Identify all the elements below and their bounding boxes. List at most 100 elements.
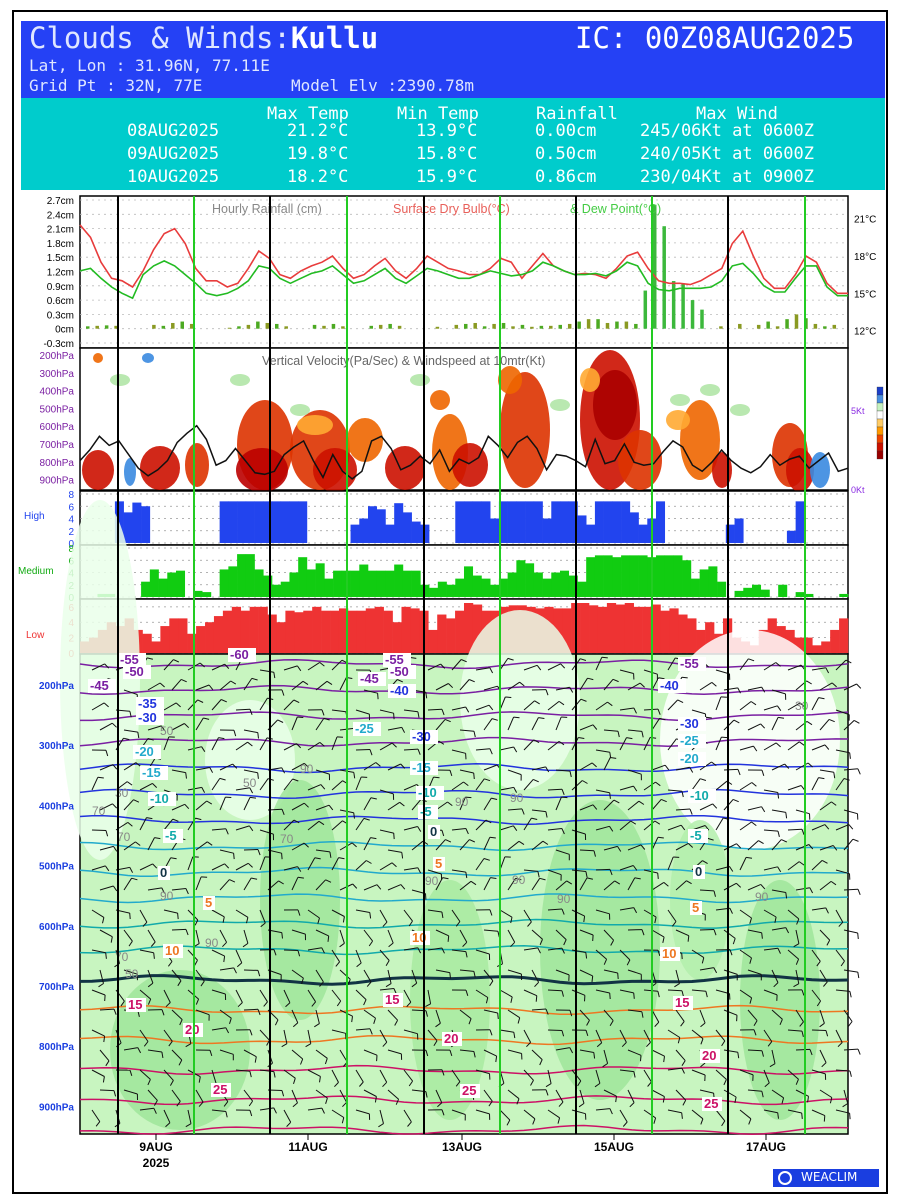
wind-barb-flag	[433, 776, 440, 779]
wind-barb-flag	[382, 1041, 388, 1047]
vv-level-label: 400hPa	[40, 387, 75, 398]
header-max-temp: Max Temp	[267, 104, 349, 124]
cloud-bar	[830, 629, 840, 653]
wind-barb-flag	[198, 1076, 201, 1083]
cloud-bar	[717, 581, 727, 597]
wind-barb	[139, 1029, 149, 1042]
cloud-bar	[516, 501, 526, 543]
wind-barb-flag	[577, 1080, 582, 1087]
wind-barb	[243, 877, 252, 891]
wind-barb-flag	[103, 1036, 106, 1043]
wind-barb-flag	[809, 887, 814, 894]
windspeed-10m-line	[79, 424, 849, 480]
cloud-bar	[285, 610, 295, 653]
wind-barb-flag	[594, 1082, 601, 1088]
wind-barb-flag	[323, 717, 330, 721]
wind-barb-flag	[826, 939, 831, 946]
cloud-bar	[804, 593, 814, 597]
cloud-bar	[330, 610, 340, 653]
wind-barb	[379, 742, 393, 751]
wind-barb	[171, 1089, 181, 1102]
wind-barb	[307, 820, 320, 831]
wind-barb	[219, 1049, 234, 1055]
wind-barb	[283, 1069, 296, 1079]
wind-barb	[603, 845, 618, 851]
cloud-bar	[280, 501, 290, 543]
wind-barb-flag	[795, 1079, 799, 1085]
temperature-contour	[79, 840, 849, 852]
cloud-bar	[237, 501, 247, 543]
wind-barb-flag	[840, 960, 845, 967]
wind-barb	[691, 778, 701, 791]
wind-barb-flag	[185, 929, 189, 936]
wind-barb-flag	[831, 682, 837, 688]
wind-barb-flag	[185, 772, 187, 779]
rain-bar	[794, 314, 799, 329]
wind-barb	[627, 877, 636, 891]
wind-barb-flag	[533, 739, 540, 744]
wind-barb	[123, 877, 133, 891]
wind-barb	[507, 878, 517, 891]
rain-bar	[95, 325, 99, 329]
wind-barb	[91, 829, 107, 831]
contour-label-bg	[700, 1049, 720, 1063]
wind-barb-flag	[793, 983, 800, 988]
wind-barb-flag	[537, 947, 541, 954]
wind-barb	[139, 909, 148, 923]
wind-barb-flag	[488, 1100, 493, 1107]
wind-barb	[307, 661, 320, 671]
wind-barb	[531, 766, 546, 771]
wind-barb-flag	[609, 869, 613, 876]
wind-barb	[547, 869, 562, 876]
wind-barb	[739, 701, 752, 711]
wind-barb	[795, 1089, 809, 1097]
wind-barb-flag	[411, 982, 418, 988]
rain-bar	[738, 323, 742, 329]
wind-barb-flag	[172, 818, 179, 822]
wind-barb-flag	[545, 1008, 549, 1015]
wind-barb-flag	[545, 811, 548, 818]
wind-barb-flag	[485, 819, 492, 824]
cloud-bar	[385, 524, 395, 543]
wind-barb	[571, 780, 583, 791]
cloud-bar	[429, 587, 439, 597]
wind-barb-flag	[602, 1063, 608, 1068]
wind-barb-flag	[159, 682, 165, 688]
logo-circle-icon	[778, 1171, 792, 1185]
cloud-bar	[542, 578, 552, 597]
wind-barb	[571, 869, 586, 872]
wind-barb	[379, 949, 390, 961]
wind-barb	[451, 949, 466, 953]
wind-barb	[195, 841, 208, 851]
wind-barb-flag	[705, 716, 712, 719]
wind-barb	[811, 744, 826, 751]
cloud-bar	[245, 501, 255, 543]
wind-barb-flag	[510, 941, 516, 948]
wind-barb	[435, 929, 449, 937]
wind-barb	[363, 762, 377, 771]
contour-label: -25	[355, 721, 374, 736]
rain-bar	[567, 323, 572, 329]
wind-barb	[795, 887, 810, 891]
wind-barb-flag	[257, 1009, 261, 1016]
wind-barb-flag	[761, 686, 766, 693]
wind-barb	[307, 1107, 322, 1111]
cloud-bar	[280, 581, 290, 597]
wind-barb	[627, 1049, 642, 1056]
cloud-bar	[589, 605, 599, 653]
rain-bar	[86, 326, 90, 329]
wind-barb-flag	[178, 1059, 183, 1066]
contour-label: -35	[138, 696, 157, 711]
contour-label: -50	[390, 664, 409, 679]
wind-barb	[771, 969, 779, 983]
wind-barb	[235, 862, 249, 871]
contour-label: -25	[680, 733, 699, 748]
wind-barb-flag	[857, 768, 861, 775]
rain-bar	[832, 324, 837, 329]
wind-barb-flag	[833, 772, 836, 779]
wind-barb-flag	[129, 913, 131, 920]
rain-bar	[114, 325, 118, 329]
rain-bar	[577, 321, 581, 329]
wind-barb-flag	[229, 879, 236, 883]
wind-barb	[451, 706, 466, 711]
